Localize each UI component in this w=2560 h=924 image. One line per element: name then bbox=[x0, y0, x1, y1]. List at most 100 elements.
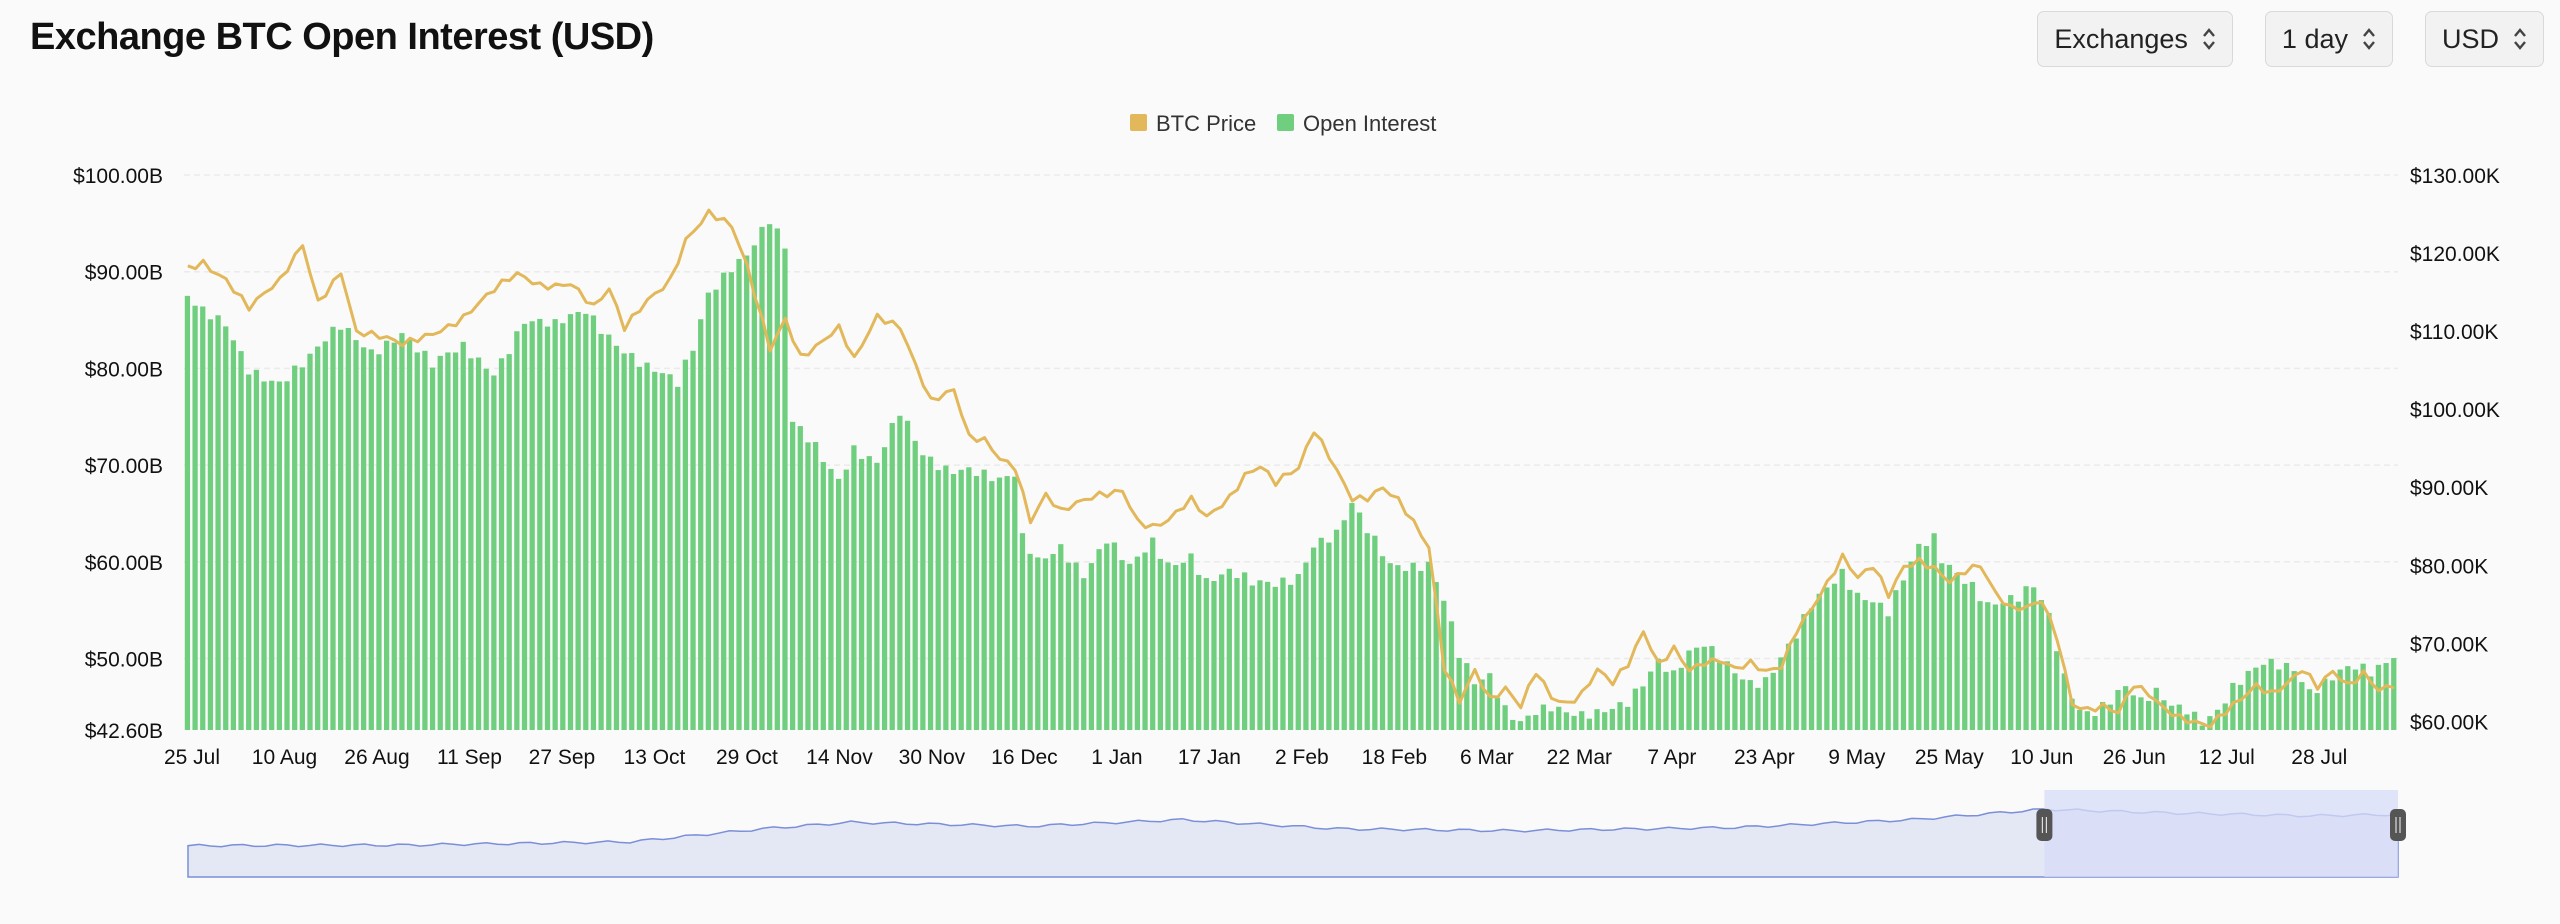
open-interest-bar bbox=[269, 380, 275, 730]
open-interest-bar bbox=[2322, 678, 2328, 730]
open-interest-bar bbox=[2222, 703, 2228, 730]
open-interest-bar bbox=[1893, 590, 1899, 730]
open-interest-bar bbox=[506, 354, 512, 730]
open-interest-bar bbox=[897, 415, 903, 730]
open-interest-bar bbox=[276, 381, 282, 730]
open-interest-bar bbox=[491, 375, 497, 730]
x-tick-label: 26 Jun bbox=[2103, 746, 2166, 769]
navigator-handle[interactable] bbox=[2390, 809, 2406, 841]
open-interest-bar bbox=[1242, 572, 1248, 730]
open-interest-bar bbox=[422, 350, 428, 730]
y-axis-left: $100.00B $90.00B $80.00B $70.00B $60.00B $50.… bbox=[73, 165, 163, 743]
x-axis: 25 Jul 10 Aug 26 Aug 11 Sep 27 Sep 13 Oct 29 O… bbox=[164, 746, 2347, 769]
y-left-tick-label: $60.00B bbox=[85, 552, 163, 575]
open-interest-bar bbox=[966, 467, 972, 730]
open-interest-bar bbox=[835, 478, 842, 730]
open-interest-bar bbox=[315, 346, 321, 730]
open-interest-bar bbox=[912, 440, 918, 730]
open-interest-bar bbox=[1142, 552, 1148, 730]
open-interest-bar bbox=[2383, 663, 2389, 730]
open-interest-bar bbox=[1617, 702, 1623, 730]
open-interest-bar bbox=[851, 445, 857, 730]
open-interest-bar bbox=[330, 326, 336, 730]
open-interest-bar bbox=[1977, 601, 1983, 730]
open-interest-bar bbox=[583, 313, 589, 730]
open-interest-bar bbox=[1173, 565, 1179, 730]
y-right-tick-label: $80.00K bbox=[2410, 555, 2488, 578]
open-interest-bar bbox=[1931, 533, 1937, 730]
y-left-tick-label: $50.00B bbox=[85, 648, 163, 671]
open-interest-bar bbox=[820, 462, 826, 730]
legend-swatch-open-interest bbox=[1277, 114, 1294, 131]
open-interest-bar bbox=[1349, 503, 1355, 730]
range-navigator[interactable] bbox=[187, 790, 2406, 878]
open-interest-bar bbox=[1456, 657, 1462, 730]
open-interest-bar bbox=[1854, 592, 1861, 730]
y-right-tick-label: $120.00K bbox=[2410, 243, 2500, 266]
open-interest-bar bbox=[1686, 650, 1692, 730]
open-interest-bar bbox=[675, 386, 681, 730]
x-tick-label: 9 May bbox=[1828, 746, 1886, 769]
open-interest-bar bbox=[223, 326, 229, 730]
open-interest-bar bbox=[1862, 600, 1868, 730]
open-interest-bar bbox=[1877, 602, 1884, 730]
currency-select[interactable]: USD bbox=[2424, 11, 2544, 67]
open-interest-bar bbox=[1839, 568, 1845, 730]
open-interest-bar bbox=[943, 465, 949, 730]
open-interest-bar bbox=[1104, 543, 1110, 730]
open-interest-bar bbox=[521, 323, 528, 730]
open-interest-bar bbox=[1027, 553, 1033, 730]
open-interest-bar bbox=[1739, 679, 1746, 730]
x-tick-label: 16 Dec bbox=[991, 746, 1058, 769]
exchanges-select[interactable]: Exchanges bbox=[2037, 11, 2233, 67]
open-interest-bar bbox=[1387, 563, 1393, 730]
open-interest-bar bbox=[2123, 686, 2129, 730]
open-interest-bar bbox=[1693, 647, 1700, 730]
open-interest-bar bbox=[1310, 547, 1317, 730]
open-interest-bar bbox=[1395, 565, 1401, 730]
open-interest-bar bbox=[1793, 638, 1799, 730]
open-interest-bar bbox=[2253, 667, 2259, 730]
x-tick-label: 14 Nov bbox=[806, 746, 873, 769]
open-interest-bar bbox=[575, 311, 581, 730]
open-interest-bar bbox=[1801, 614, 1807, 730]
open-interest-bar bbox=[475, 357, 482, 730]
open-interest-bar bbox=[782, 248, 788, 730]
x-tick-label: 26 Aug bbox=[344, 746, 409, 769]
x-tick-label: 23 Apr bbox=[1734, 746, 1795, 769]
open-interest-bar bbox=[1433, 582, 1439, 730]
x-tick-label: 17 Jan bbox=[1178, 746, 1241, 769]
open-interest-bar bbox=[1609, 708, 1615, 730]
open-interest-bar bbox=[1119, 560, 1125, 730]
open-interest-bar bbox=[1716, 662, 1723, 730]
open-interest-bar bbox=[1602, 712, 1608, 730]
open-interest-bar bbox=[1586, 718, 1593, 730]
open-interest-bar bbox=[292, 365, 298, 730]
open-interest-bar bbox=[1946, 564, 1953, 730]
open-interest-bars bbox=[184, 224, 2397, 730]
open-interest-bar bbox=[2023, 586, 2029, 730]
open-interest-bar bbox=[468, 358, 474, 730]
interval-select[interactable]: 1 day bbox=[2264, 11, 2393, 67]
open-interest-bar bbox=[2207, 716, 2213, 730]
open-interest-bar bbox=[1770, 672, 1776, 730]
open-interest-bar bbox=[261, 381, 267, 730]
y-left-tick-label: $42.60B bbox=[85, 720, 163, 743]
open-interest-bar bbox=[1272, 586, 1278, 730]
open-interest-bar bbox=[1211, 581, 1217, 730]
page-title: Exchange BTC Open Interest (USD) bbox=[30, 16, 654, 58]
open-interest-bar bbox=[1303, 562, 1309, 730]
open-interest-bar bbox=[1341, 520, 1347, 730]
open-interest-bar bbox=[1333, 529, 1340, 730]
open-interest-bar bbox=[368, 349, 374, 730]
open-interest-bar bbox=[1663, 671, 1669, 730]
x-tick-label: 11 Sep bbox=[437, 746, 502, 769]
open-interest-bar bbox=[1908, 561, 1914, 730]
open-interest-bar bbox=[1847, 589, 1853, 730]
open-interest-bar bbox=[1464, 663, 1470, 730]
open-interest-bar bbox=[452, 352, 459, 730]
open-interest-bar bbox=[1755, 687, 1761, 730]
open-interest-bar bbox=[1356, 512, 1363, 730]
open-interest-bar bbox=[1900, 580, 1907, 730]
navigator-handle[interactable] bbox=[2036, 809, 2053, 841]
